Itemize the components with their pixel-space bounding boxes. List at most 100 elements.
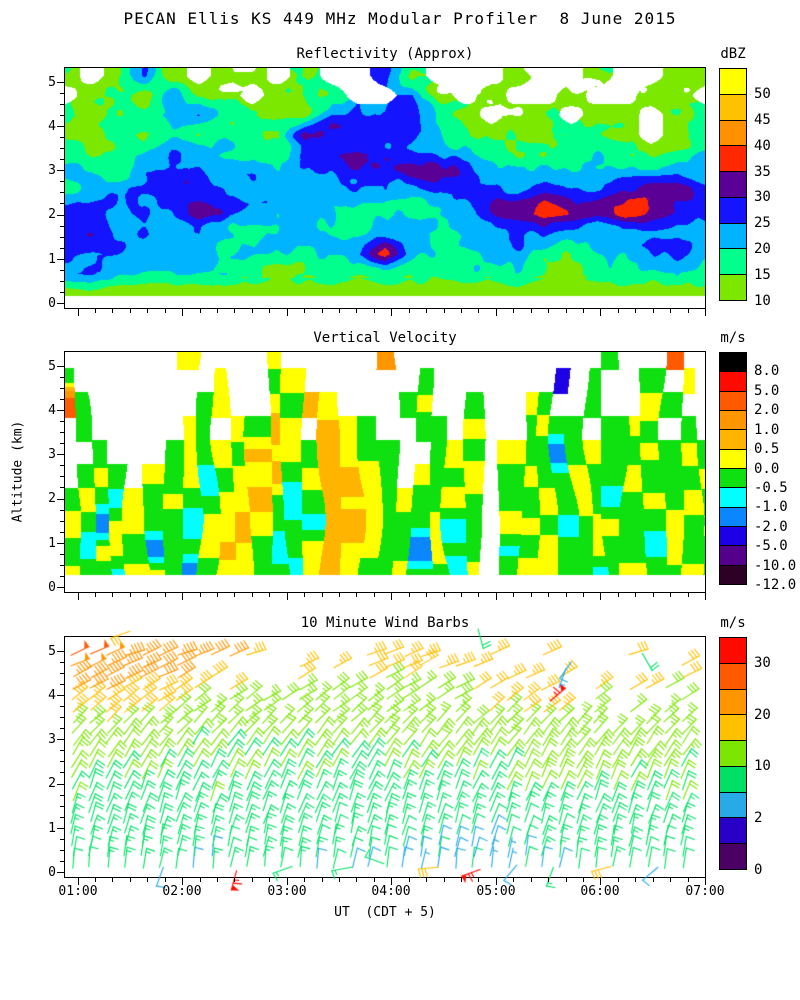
- colorbar-segment: [720, 663, 746, 690]
- y-tick: [60, 794, 64, 796]
- colorbar-segment: [720, 223, 746, 250]
- x-tick: [583, 878, 584, 882]
- x-tick: [635, 309, 637, 313]
- x-tick: [513, 309, 515, 313]
- x-tick: [269, 309, 271, 313]
- x-tick: [147, 593, 149, 597]
- x-tick: [565, 309, 567, 313]
- x-tick: [95, 309, 96, 313]
- colorbar-tick-label: -0.5: [754, 480, 788, 496]
- colorbar-segment: [720, 372, 746, 392]
- x-tick: [269, 593, 271, 597]
- y-tick: [60, 236, 64, 238]
- colorbar-tick-label: -5.0: [754, 538, 788, 554]
- y-tick: [60, 509, 64, 511]
- y-tick-label: 0: [48, 865, 56, 880]
- colorbar-segment: [720, 818, 746, 845]
- x-tick: [286, 309, 288, 316]
- x-tick: [182, 309, 184, 316]
- y-tick: [60, 717, 64, 719]
- x-tick: [182, 593, 184, 600]
- colorbar-tick-label: 45: [754, 112, 771, 128]
- x-tick: [495, 309, 497, 316]
- x-tick: [513, 593, 515, 597]
- colorbar-tick-label: 5.0: [754, 383, 780, 399]
- colorbar-segment: [720, 766, 746, 793]
- x-tick: [652, 878, 654, 882]
- colorbar-tick-label: 0: [754, 862, 763, 878]
- y-tick: [60, 476, 64, 478]
- vertical-velocity-colorbar: [719, 352, 747, 585]
- x-tick-label: 02:00: [162, 884, 202, 899]
- y-tick: [60, 280, 64, 282]
- y-tick: [60, 662, 64, 664]
- y-tick: [57, 498, 64, 500]
- colorbar-segment: [720, 69, 746, 95]
- y-tick: [57, 454, 64, 456]
- x-tick: [391, 878, 393, 885]
- x-tick: [600, 309, 602, 316]
- x-tick: [304, 593, 306, 597]
- x-tick-label: 06:00: [580, 884, 620, 899]
- x-tick: [234, 309, 236, 313]
- x-tick: [583, 593, 584, 597]
- x-tick: [670, 593, 672, 597]
- x-tick: [234, 878, 236, 882]
- colorbar-tick-label: -10.0: [754, 558, 797, 574]
- y-tick: [60, 553, 64, 555]
- y-tick-label: 2: [48, 207, 56, 222]
- y-tick: [60, 772, 64, 774]
- x-tick: [687, 593, 689, 597]
- colorbar-segment: [720, 844, 746, 870]
- figure-title: PECAN Ellis KS 449 MHz Modular Profiler …: [123, 9, 677, 28]
- colorbar-segment: [720, 488, 746, 508]
- y-tick-label: 1: [48, 252, 56, 267]
- y-tick: [60, 575, 64, 577]
- colorbar-segment: [720, 353, 746, 373]
- y-tick: [57, 126, 64, 128]
- x-tick: [652, 309, 654, 313]
- colorbar-tick-label: 30: [754, 655, 771, 671]
- x-tick: [443, 593, 445, 597]
- y-tick-label: 3: [48, 163, 56, 178]
- y-tick: [60, 377, 64, 379]
- x-tick: [530, 878, 532, 882]
- y-tick: [60, 192, 64, 194]
- x-tick: [95, 878, 96, 882]
- x-tick: [373, 593, 375, 597]
- colorbar-tick-label: 10: [754, 293, 771, 309]
- x-tick: [548, 309, 550, 313]
- y-tick: [60, 181, 64, 183]
- x-tick: [269, 878, 271, 882]
- x-tick: [408, 593, 410, 597]
- x-tick: [670, 878, 672, 882]
- y-tick: [60, 388, 64, 390]
- x-tick: [548, 593, 550, 597]
- x-tick: [565, 878, 567, 882]
- x-tick: [339, 593, 340, 597]
- y-tick-label: 0: [48, 580, 56, 595]
- x-tick: [321, 593, 323, 597]
- y-tick: [57, 827, 64, 829]
- colorbar-segment: [720, 275, 746, 301]
- x-tick: [286, 878, 288, 885]
- colorbar-tick-label: 2: [754, 810, 763, 826]
- y-tick: [60, 225, 64, 227]
- x-tick: [356, 309, 358, 313]
- colorbar-tick-label: 20: [754, 707, 771, 723]
- x-tick: [600, 878, 602, 885]
- y-tick: [60, 673, 64, 675]
- x-tick: [251, 593, 253, 597]
- x-tick: [304, 878, 306, 882]
- x-tick: [513, 878, 515, 882]
- y-tick-label: 3: [48, 732, 56, 747]
- y-tick: [57, 82, 64, 84]
- x-tick: [391, 593, 393, 600]
- x-tick: [670, 309, 672, 313]
- vertical-velocity-panel-border: [64, 351, 706, 593]
- y-tick-label: 1: [48, 536, 56, 551]
- y-tick: [60, 399, 64, 401]
- colorbar-tick-label: 0.0: [754, 461, 780, 477]
- colorbar-segment: [720, 172, 746, 198]
